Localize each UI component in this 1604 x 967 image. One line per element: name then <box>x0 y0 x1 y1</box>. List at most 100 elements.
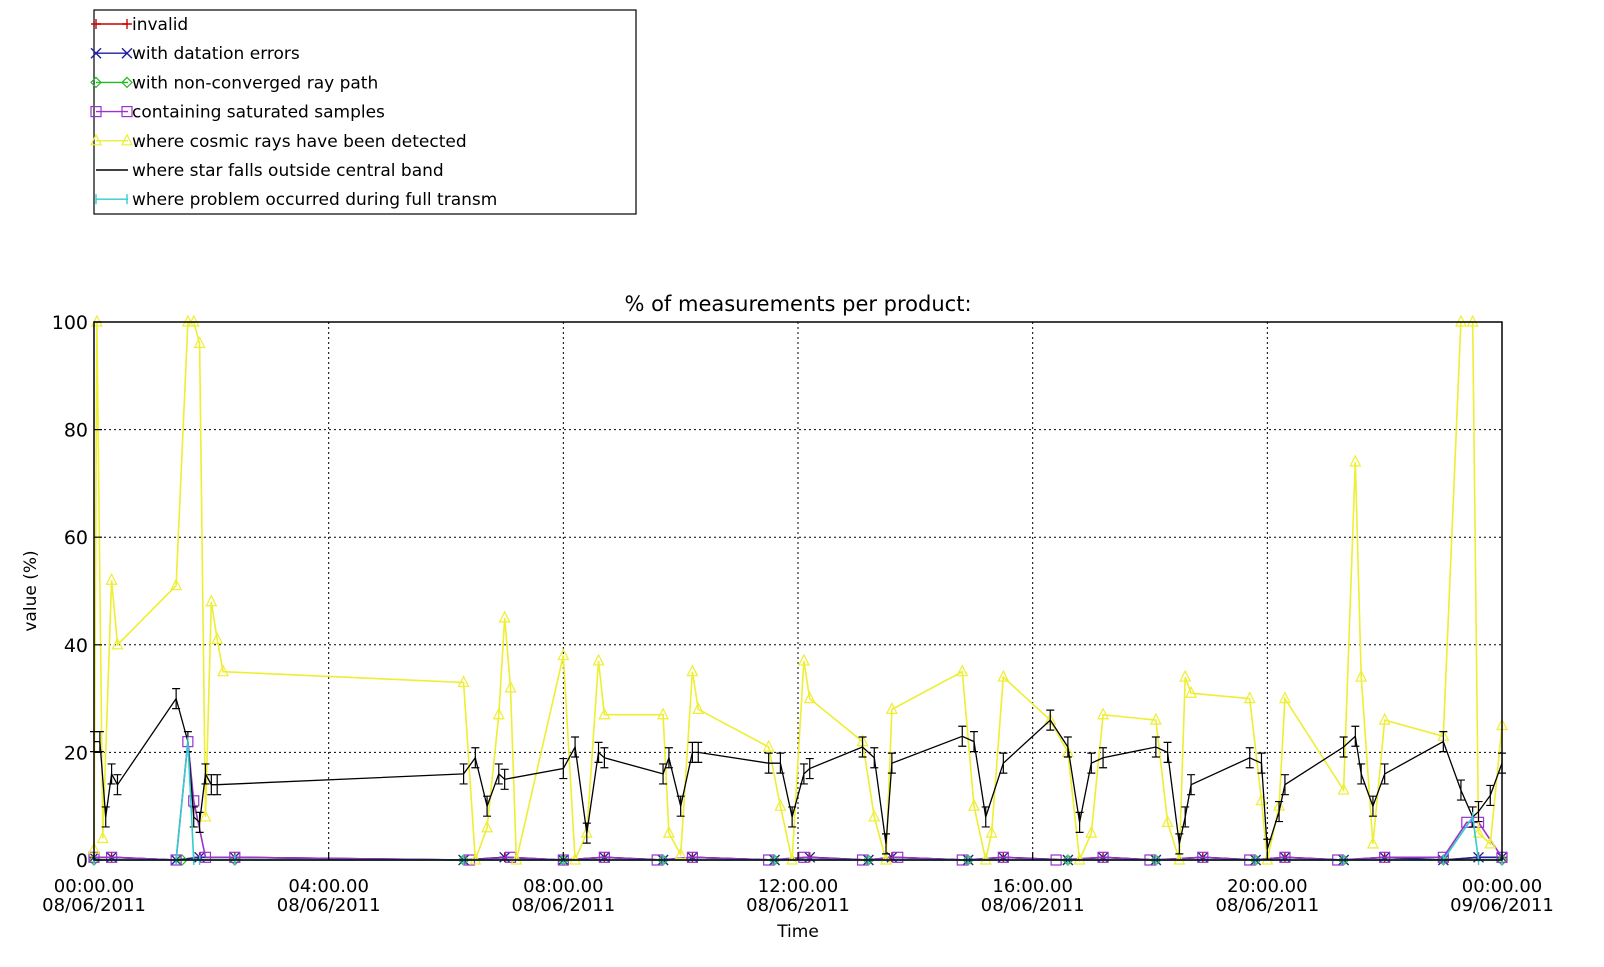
x-tick-label-time: 00:00.00 <box>54 876 135 897</box>
data-point <box>483 795 492 817</box>
data-point <box>181 314 194 327</box>
data-point <box>1355 669 1368 682</box>
data-point <box>803 691 816 704</box>
data-point <box>1454 314 1467 327</box>
x-tick-label-time: 04:00.00 <box>288 876 369 897</box>
data-point <box>1097 707 1110 720</box>
data-point <box>510 852 523 865</box>
data-point <box>887 752 896 774</box>
legend-marker <box>121 105 133 118</box>
data-point <box>1472 825 1485 838</box>
data-point <box>1046 709 1055 731</box>
data-point <box>892 851 904 863</box>
data-point <box>1337 782 1350 795</box>
data-point <box>1278 691 1291 704</box>
data-point <box>786 852 799 865</box>
data-point <box>199 809 212 822</box>
data-point <box>1439 731 1448 753</box>
data-point <box>1357 763 1366 785</box>
data-point <box>213 774 222 796</box>
data-point <box>885 702 898 714</box>
legend-label: containing saturated samples <box>132 103 385 123</box>
legend-box <box>93 9 637 215</box>
legend-item: where problem occurred during full trans… <box>95 190 497 210</box>
y-tick-label: 40 <box>64 635 88 657</box>
series-line <box>94 697 1503 850</box>
legend-item: with non-converged ray path <box>90 73 378 93</box>
data-point <box>1243 691 1256 704</box>
data-point <box>868 809 881 822</box>
data-point <box>187 314 200 327</box>
data-point <box>1149 712 1162 725</box>
data-point <box>958 725 967 747</box>
data-point <box>594 741 603 763</box>
data-point <box>805 757 814 780</box>
data-point <box>870 747 879 769</box>
data-point <box>1187 774 1196 796</box>
data-point <box>686 664 699 677</box>
legend-label: invalid <box>132 15 188 35</box>
data-point <box>1466 314 1479 327</box>
data-point <box>774 798 787 811</box>
data-point <box>1085 825 1098 838</box>
data-point <box>776 752 785 774</box>
x-axis-ticks: 00:00.0008/06/201104:00.0008/06/201108:0… <box>42 852 1554 916</box>
legend-item: where cosmic rays have been detected <box>90 132 467 152</box>
legend-marker <box>90 105 102 118</box>
data-point <box>170 578 183 591</box>
data-point <box>1484 836 1497 849</box>
data-point <box>481 820 494 833</box>
data-point <box>662 825 675 838</box>
data-point <box>176 854 188 866</box>
data-point <box>107 763 116 785</box>
legend-label: where cosmic rays have been detected <box>132 132 467 152</box>
data-point <box>1366 836 1379 849</box>
data-point <box>217 664 230 677</box>
data-point <box>492 707 505 720</box>
data-point <box>858 736 867 758</box>
x-tick-label-date: 09/06/2011 <box>1450 895 1554 916</box>
data-point <box>1181 806 1190 828</box>
data-point <box>799 763 808 785</box>
legend-marker <box>90 133 102 146</box>
data-point <box>498 610 511 623</box>
data-point <box>1351 725 1360 747</box>
data-point <box>1378 712 1391 725</box>
data-point <box>504 680 517 693</box>
data-point <box>997 669 1010 682</box>
y-tick-label: 20 <box>64 742 88 764</box>
data-point <box>1161 814 1174 827</box>
legend-label: where problem occurred during full trans… <box>132 190 497 210</box>
chart-title: % of measurements per product: <box>624 292 971 316</box>
data-point <box>459 763 468 785</box>
data-point <box>500 768 509 790</box>
x-axis-label: Time <box>776 922 819 942</box>
data-point <box>205 594 218 607</box>
legend-marker <box>121 47 133 59</box>
data-point <box>999 752 1008 774</box>
legend-marker <box>121 76 133 89</box>
series-5 <box>88 314 1508 865</box>
data-point <box>1279 851 1291 863</box>
data-point <box>956 664 969 677</box>
x-tick-label-date: 08/06/2011 <box>511 895 615 916</box>
x-tick-label-time: 16:00.00 <box>992 876 1073 897</box>
data-point <box>1151 736 1160 758</box>
data-point <box>571 736 580 758</box>
data-point <box>193 336 206 349</box>
data-point <box>1075 811 1084 833</box>
data-point <box>659 763 668 785</box>
data-point <box>598 851 611 863</box>
data-point <box>762 739 775 752</box>
data-point <box>582 822 591 844</box>
data-point <box>201 763 210 785</box>
y-axis-label: value (%) <box>21 550 41 631</box>
data-point <box>985 825 998 838</box>
data-point <box>968 798 980 811</box>
data-point <box>172 688 181 710</box>
data-point <box>979 852 992 865</box>
data-point <box>105 851 118 863</box>
data-point <box>1486 784 1495 807</box>
data-point <box>764 752 773 774</box>
